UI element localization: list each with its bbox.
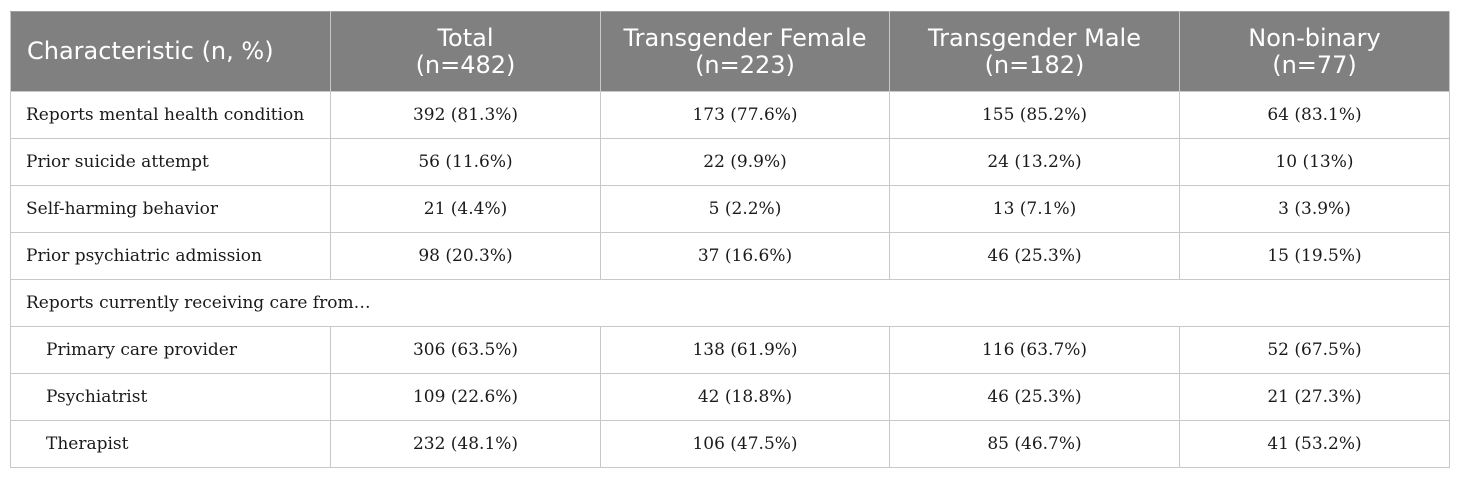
cell-transgender-female: 173 (77.6%) [600, 91, 890, 139]
header-non-binary: Non-binary (n=77) [1179, 11, 1450, 92]
table-body: Reports mental health condition 392 (81.… [10, 91, 1450, 468]
cell-total: 109 (22.6%) [330, 373, 601, 421]
header-row: Characteristic (n, %) Total (n=482) Tran… [10, 11, 1450, 92]
cell-total: 98 (20.3%) [330, 232, 601, 280]
cell-transgender-male: 24 (13.2%) [889, 138, 1180, 186]
header-total-name: Total [437, 23, 494, 52]
header-transgender-female-n: (n=223) [695, 50, 795, 79]
cell-transgender-male: 85 (46.7%) [889, 420, 1180, 468]
cell-transgender-male: 13 (7.1%) [889, 185, 1180, 233]
cell-total: 232 (48.1%) [330, 420, 601, 468]
cell-non-binary: 41 (53.2%) [1179, 420, 1450, 468]
header-transgender-male-name: Transgender Male [928, 23, 1141, 52]
cell-transgender-female: 37 (16.6%) [600, 232, 890, 280]
cell-non-binary: 15 (19.5%) [1179, 232, 1450, 280]
row-label: Psychiatrist [10, 373, 331, 421]
header-characteristic-label: Characteristic (n, %) [27, 37, 274, 65]
header-transgender-male: Transgender Male (n=182) [889, 11, 1180, 92]
section-label: Reports currently receiving care from… [10, 279, 1450, 327]
cell-transgender-male: 155 (85.2%) [889, 91, 1180, 139]
section-header-row: Reports currently receiving care from… [10, 279, 1450, 327]
header-transgender-female-name: Transgender Female [623, 23, 867, 52]
row-label: Primary care provider [10, 326, 331, 374]
characteristics-table: Characteristic (n, %) Total (n=482) Tran… [10, 11, 1450, 468]
cell-total: 306 (63.5%) [330, 326, 601, 374]
table-row: Therapist 232 (48.1%) 106 (47.5%) 85 (46… [10, 420, 1450, 468]
row-label: Prior suicide attempt [10, 138, 331, 186]
table-row: Prior suicide attempt 56 (11.6%) 22 (9.9… [10, 138, 1450, 186]
cell-total: 392 (81.3%) [330, 91, 601, 139]
header-characteristic: Characteristic (n, %) [10, 11, 331, 92]
cell-non-binary: 3 (3.9%) [1179, 185, 1450, 233]
cell-transgender-male: 46 (25.3%) [889, 232, 1180, 280]
table-row: Reports mental health condition 392 (81.… [10, 91, 1450, 139]
cell-non-binary: 52 (67.5%) [1179, 326, 1450, 374]
header-transgender-male-n: (n=182) [984, 50, 1085, 79]
header-transgender-female: Transgender Female (n=223) [600, 11, 890, 92]
table-row: Prior psychiatric admission 98 (20.3%) 3… [10, 232, 1450, 280]
table-row: Psychiatrist 109 (22.6%) 42 (18.8%) 46 (… [10, 373, 1450, 421]
row-label: Therapist [10, 420, 331, 468]
header-total: Total (n=482) [330, 11, 601, 92]
row-label: Self-harming behavior [10, 185, 331, 233]
header-non-binary-n: (n=77) [1272, 50, 1357, 79]
data-table-container: Characteristic (n, %) Total (n=482) Tran… [10, 11, 1450, 468]
cell-transgender-male: 116 (63.7%) [889, 326, 1180, 374]
cell-transgender-female: 138 (61.9%) [600, 326, 890, 374]
table-header: Characteristic (n, %) Total (n=482) Tran… [10, 11, 1450, 92]
cell-transgender-female: 42 (18.8%) [600, 373, 890, 421]
cell-total: 56 (11.6%) [330, 138, 601, 186]
header-total-n: (n=482) [415, 50, 516, 79]
cell-transgender-female: 5 (2.2%) [600, 185, 890, 233]
cell-transgender-female: 106 (47.5%) [600, 420, 890, 468]
cell-non-binary: 10 (13%) [1179, 138, 1450, 186]
header-non-binary-name: Non-binary [1248, 23, 1381, 52]
cell-transgender-male: 46 (25.3%) [889, 373, 1180, 421]
row-label: Reports mental health condition [10, 91, 331, 139]
cell-total: 21 (4.4%) [330, 185, 601, 233]
cell-non-binary: 64 (83.1%) [1179, 91, 1450, 139]
cell-transgender-female: 22 (9.9%) [600, 138, 890, 186]
table-row: Self-harming behavior 21 (4.4%) 5 (2.2%)… [10, 185, 1450, 233]
cell-non-binary: 21 (27.3%) [1179, 373, 1450, 421]
table-row: Primary care provider 306 (63.5%) 138 (6… [10, 326, 1450, 374]
row-label: Prior psychiatric admission [10, 232, 331, 280]
